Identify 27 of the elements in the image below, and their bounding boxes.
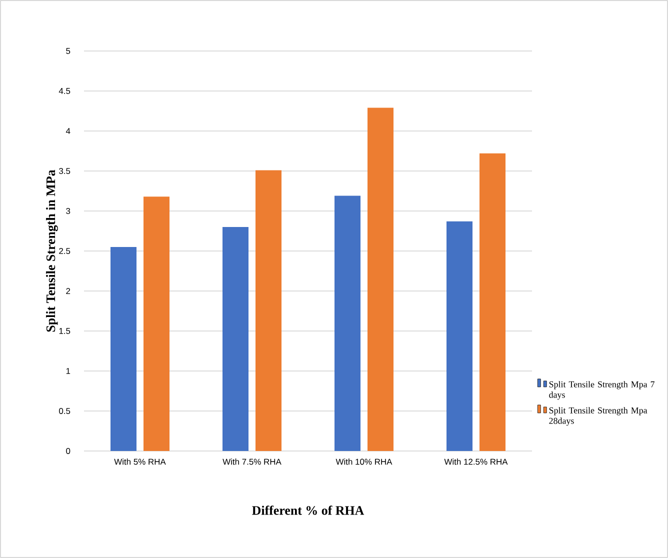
y-tick-label: 2 — [66, 288, 70, 294]
x-tick-label: With 7.5% RHA — [222, 458, 282, 465]
bar — [334, 196, 360, 451]
x-tick-label: With 10% RHA — [336, 458, 392, 465]
bar — [480, 153, 506, 451]
y-tick-label: 0.5 — [59, 408, 70, 414]
x-axis-title: Different % of RHA — [252, 506, 364, 515]
x-tick-label: With 5% RHA — [114, 458, 166, 465]
legend-label: Split Tensile Strength Mpa 28days — [549, 407, 648, 426]
y-tick-label: 5 — [66, 48, 70, 54]
bar — [256, 170, 282, 451]
y-axis-title: Split Tensile Strength in MPa — [46, 170, 58, 332]
y-tick-label: 1.5 — [59, 328, 70, 334]
bar — [446, 221, 473, 451]
bar — [368, 108, 394, 451]
y-tick-label: 4.5 — [58, 88, 70, 94]
y-tick-label: 4 — [66, 128, 70, 134]
bar — [110, 247, 136, 451]
bar — [144, 196, 170, 451]
y-tick-label: 1 — [66, 368, 70, 374]
y-tick-label: 2.5 — [59, 248, 70, 254]
y-tick-label: 3.5 — [59, 168, 70, 174]
y-tick-label: 0 — [66, 448, 70, 454]
legend-label: Split Tensile Strength Mpa 7 days — [549, 381, 654, 400]
y-tick-label: 3 — [66, 208, 70, 214]
x-tick-label: With 12.5% RHA — [444, 458, 508, 465]
bar — [222, 227, 248, 451]
